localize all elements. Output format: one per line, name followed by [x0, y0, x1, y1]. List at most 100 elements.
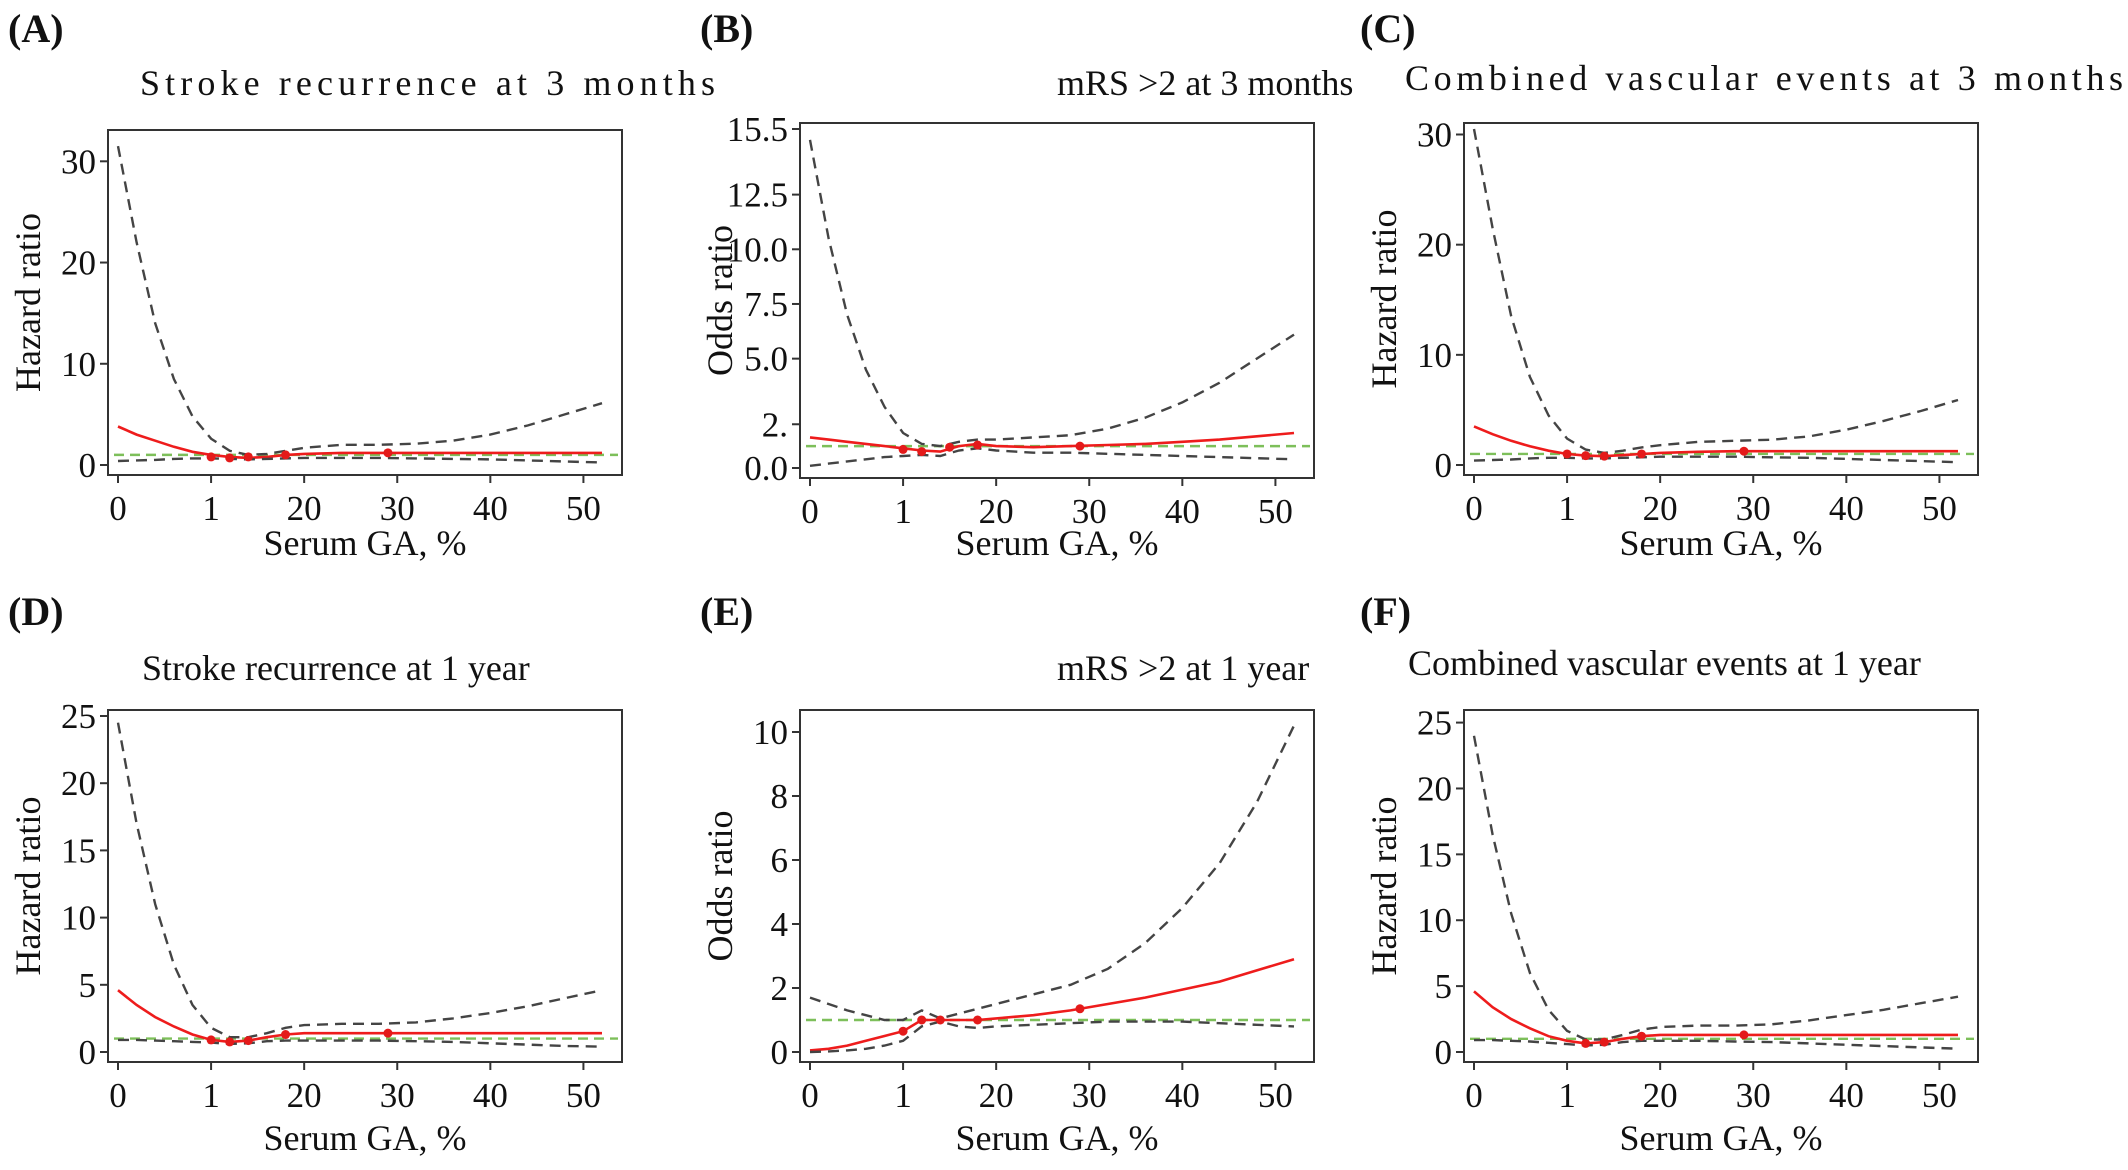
knot-point	[281, 450, 291, 460]
y-tick-label: 5	[79, 966, 97, 1005]
knot-point	[206, 1035, 216, 1045]
x-tick-label: 20	[287, 1076, 322, 1115]
x-tick-label: 1	[202, 1076, 220, 1115]
x-tick-label: 0	[1465, 1076, 1483, 1115]
y-tick-label: 5	[1435, 967, 1453, 1006]
x-tick-label: 40	[1165, 1076, 1200, 1115]
knot-point	[243, 452, 253, 462]
knot-point	[945, 442, 955, 452]
x-tick-label: 0	[1465, 489, 1483, 528]
x-tick-label: 40	[1165, 492, 1200, 531]
y-tick-label: 15.5	[727, 110, 788, 149]
y-tick-label: 2	[771, 969, 789, 1008]
lower-ci-curve	[117, 456, 603, 464]
y-tick-label: 0.0	[744, 449, 788, 488]
knot-point	[898, 444, 908, 454]
x-tick-label: 50	[1922, 1076, 1957, 1115]
upper-ci-curve	[116, 145, 603, 457]
knot-point	[1599, 451, 1609, 461]
lower-ci-curve	[118, 1038, 603, 1048]
knot-point	[1637, 449, 1647, 459]
x-tick-label: 50	[566, 1076, 601, 1115]
lower-ci-curve	[809, 1020, 1295, 1054]
y-tick-label: 20	[61, 244, 96, 283]
x-tick-label: 0	[801, 492, 819, 531]
upper-ci-curve	[809, 725, 1296, 1022]
knot-point	[243, 1036, 253, 1046]
x-tick-label: 20	[1643, 1076, 1678, 1115]
y-tick-label: 5.0	[744, 340, 788, 379]
y-axis-title: Odds ratio	[700, 811, 740, 962]
knot-point	[1637, 1031, 1647, 1041]
knot-point	[917, 447, 927, 457]
knot-point	[1739, 1030, 1749, 1040]
y-tick-label: 8	[771, 777, 789, 816]
knot-point	[917, 1015, 927, 1025]
x-tick-label: 50	[1258, 1076, 1293, 1115]
y-tick-label: 15	[61, 831, 96, 870]
x-tick-label: 30	[1072, 1076, 1107, 1115]
estimate-curve	[117, 989, 602, 1044]
chart-title: mRS >2 at 1 year	[1057, 648, 1309, 688]
x-tick-label: 1	[202, 489, 220, 528]
x-tick-label: 20	[979, 1076, 1014, 1115]
panel-label: (B)	[700, 6, 753, 51]
x-tick-label: 40	[1829, 489, 1864, 528]
y-tick-label: 10	[1417, 336, 1452, 375]
y-tick-label: 0	[771, 1033, 789, 1072]
x-tick-label: 20	[287, 489, 322, 528]
x-tick-label: 40	[1829, 1076, 1864, 1115]
knot-point	[225, 453, 235, 463]
x-tick-label: 1	[1558, 1076, 1576, 1115]
knot-point	[1599, 1037, 1609, 1047]
upper-ci-curve	[1472, 128, 1959, 455]
x-tick-label: 40	[473, 1076, 508, 1115]
upper-ci-curve	[1472, 735, 1959, 1041]
upper-ci-curve	[116, 722, 603, 1039]
x-axis-title: Serum GA, %	[1620, 1118, 1823, 1158]
lower-ci-curve	[1473, 455, 1959, 464]
chart-title: Stroke recurrence at 3 months	[140, 63, 715, 103]
y-tick-label: 10	[1417, 901, 1452, 940]
panel-label: (F)	[1360, 589, 1411, 634]
x-tick-label: 0	[801, 1076, 819, 1115]
x-tick-label: 50	[1258, 492, 1293, 531]
knot-point	[973, 1015, 983, 1025]
y-tick-label: 0	[79, 1033, 97, 1072]
panel-label: (C)	[1360, 6, 1416, 51]
chart-panel-b: (B) mRS >2 at 3 months 0.0 2. 5.0 7.5 10.0 12.5…	[700, 6, 1353, 563]
x-tick-label: 30	[380, 1076, 415, 1115]
plot-frame	[1463, 709, 1979, 1063]
chart-title: Combined vascular events at 3 months	[1405, 58, 2123, 98]
x-axis-title: Serum GA, %	[264, 523, 467, 563]
knot-point	[281, 1030, 291, 1040]
upper-ci-curve	[808, 139, 1295, 448]
y-axis-title: Hazard ratio	[1364, 210, 1404, 389]
chart-title: Combined vascular events at 1 year	[1408, 643, 1921, 683]
knot-point	[1581, 451, 1591, 461]
y-tick-label: 6	[771, 841, 789, 880]
y-tick-label: 12.5	[727, 176, 788, 215]
x-tick-label: 30	[1736, 1076, 1771, 1115]
x-tick-label: 40	[473, 489, 508, 528]
chart-panel-d: (D)Stroke recurrence at 1 year0510152025…	[8, 589, 623, 1158]
x-tick-label: 30	[380, 489, 415, 528]
y-tick-label: 10	[753, 713, 788, 752]
x-tick-label: 1	[894, 492, 912, 531]
x-tick-label: 30	[1072, 492, 1107, 531]
plot-frame	[1463, 122, 1979, 476]
y-tick-label: 20	[1417, 226, 1452, 265]
panel-label: (D)	[8, 589, 64, 634]
lower-ci-curve	[809, 447, 1295, 467]
chart-panel-a: (A) Stroke recurrence at 3 months 0 10 20 30 0…	[8, 6, 715, 563]
y-tick-label: 2.	[762, 405, 788, 444]
knot-point	[898, 1026, 908, 1036]
x-axis-title: Serum GA, %	[1620, 523, 1823, 563]
lower-ci-curve	[1474, 1038, 1959, 1050]
estimate-curve	[1473, 990, 1958, 1045]
panel-label: (A)	[8, 6, 64, 51]
y-tick-label: 0	[79, 446, 97, 485]
panel-label: (E)	[700, 589, 753, 634]
y-tick-label: 30	[1417, 116, 1452, 155]
x-axis-title: Serum GA, %	[264, 1118, 467, 1158]
